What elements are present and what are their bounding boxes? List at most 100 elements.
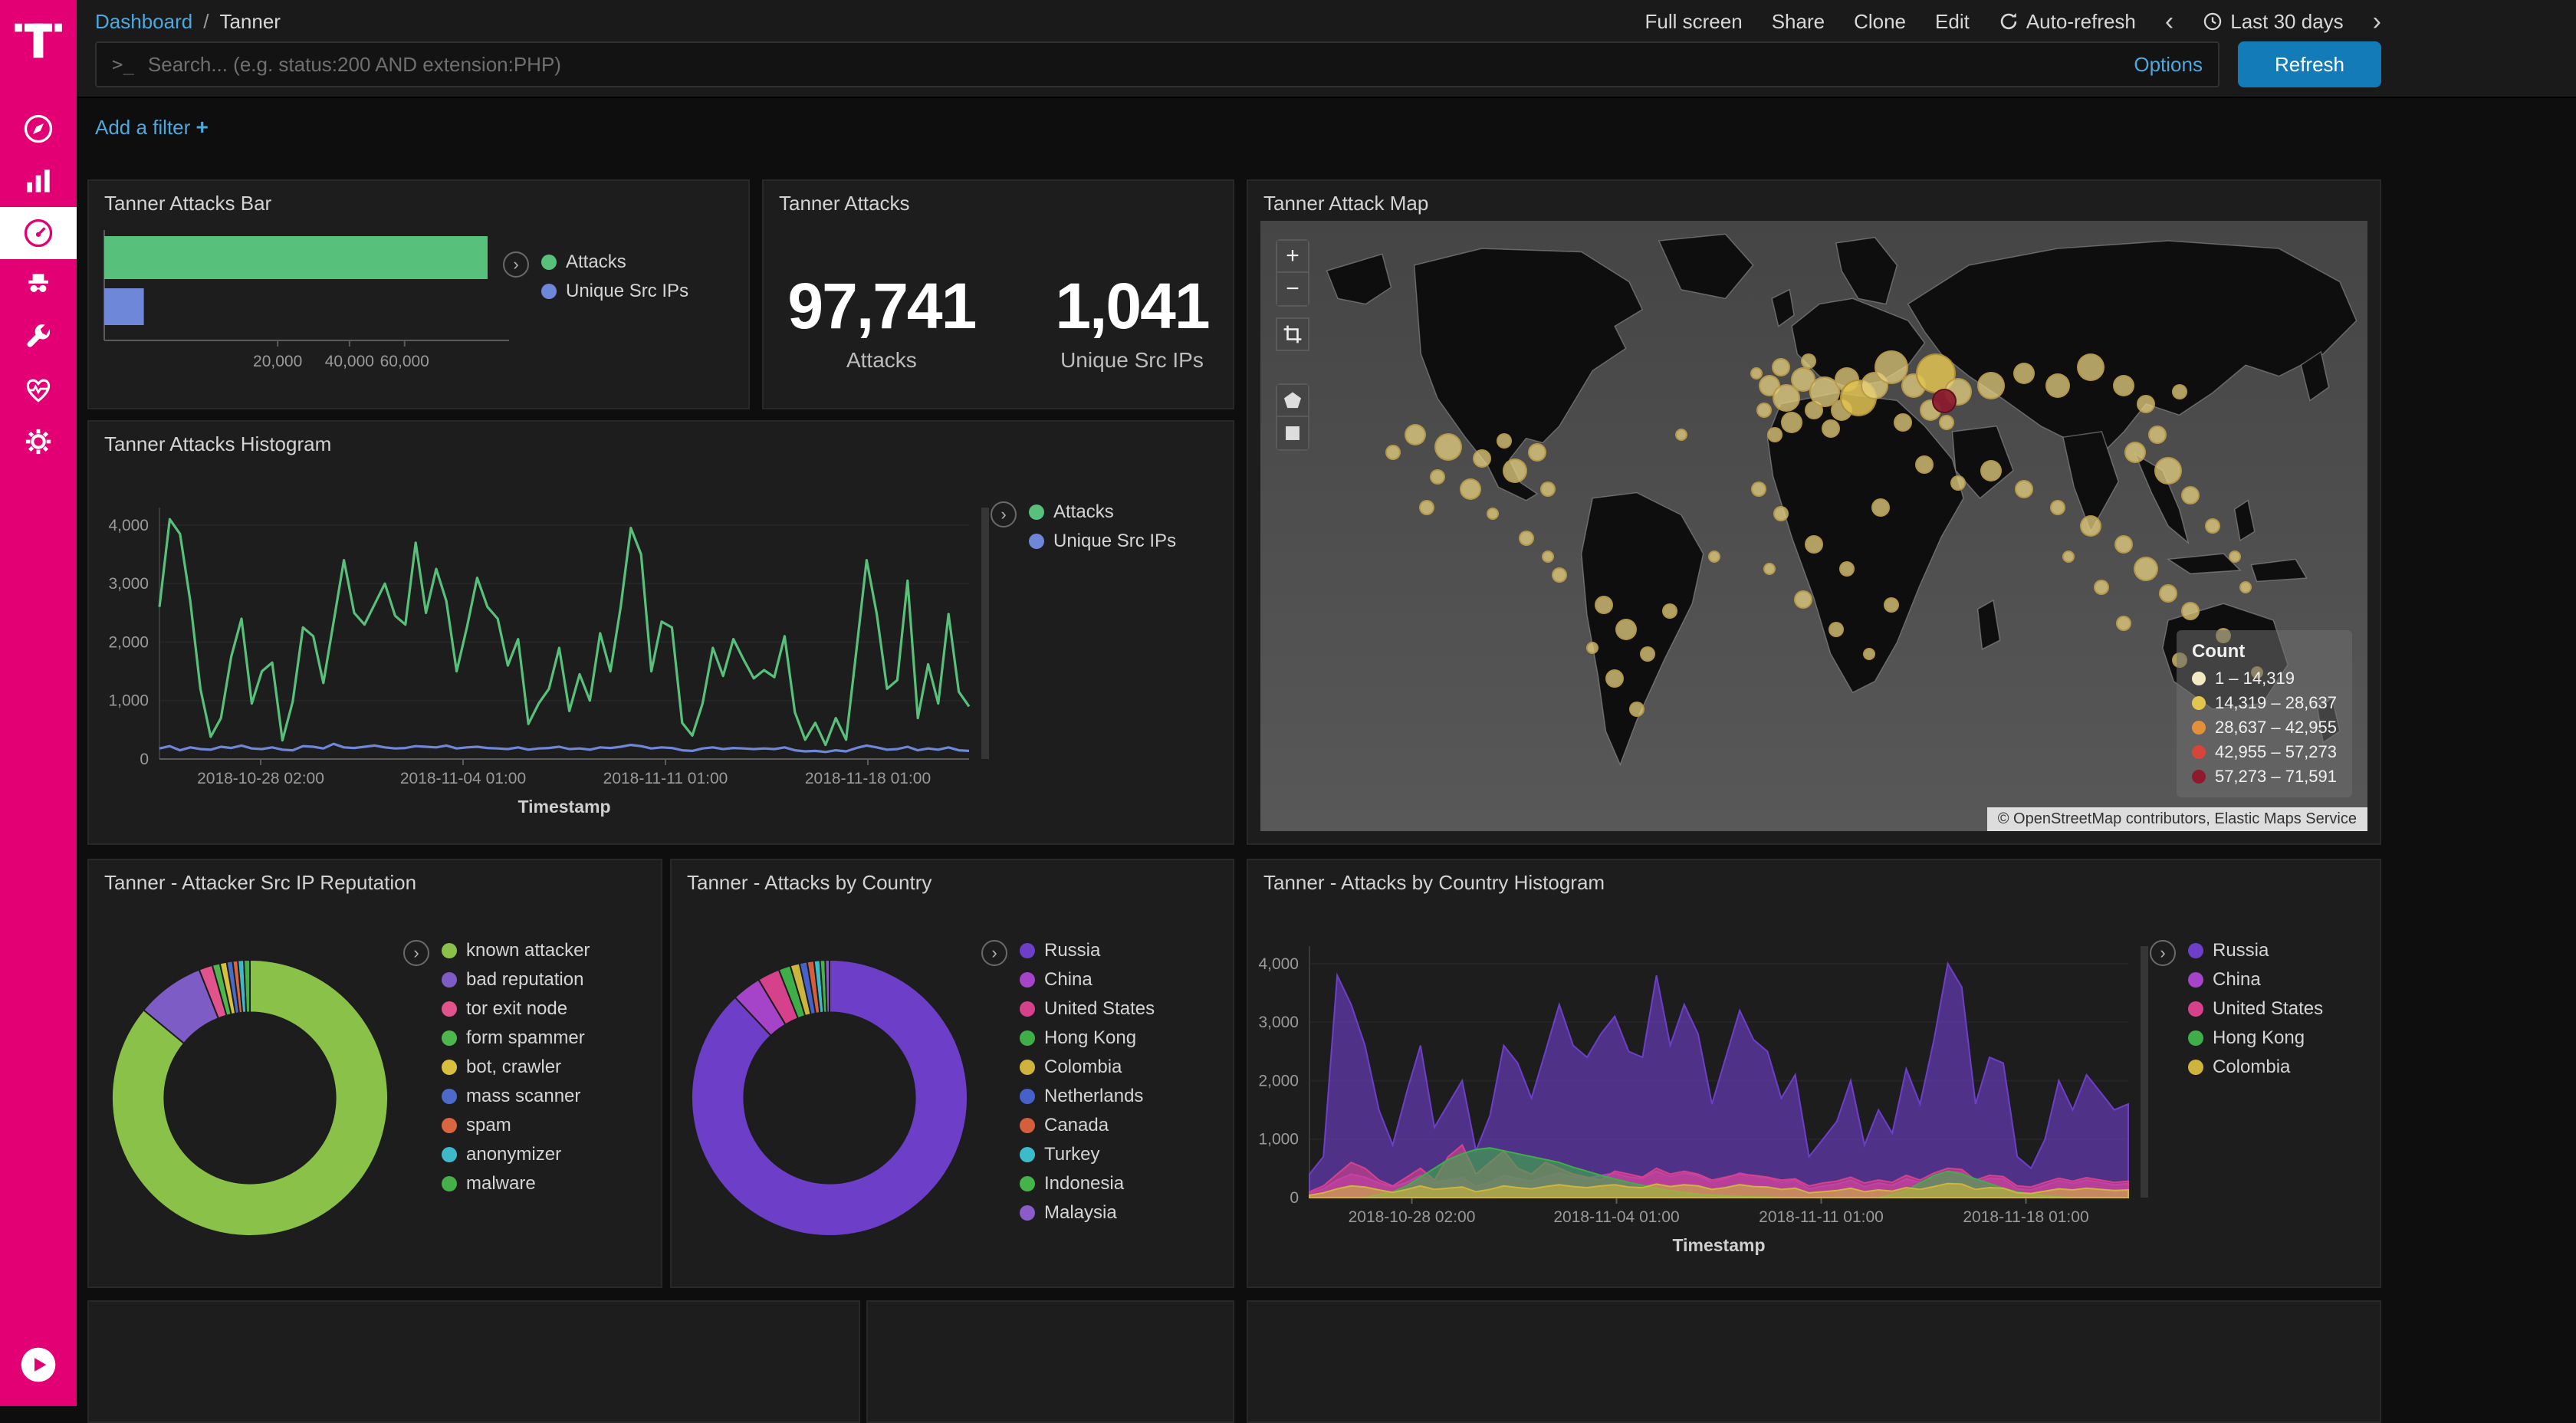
attack-point[interactable] [1640, 646, 1656, 662]
legend-toggle-icon[interactable]: › [503, 251, 529, 278]
legend-item[interactable]: Malaysia [1020, 1202, 1155, 1224]
attack-point[interactable] [1518, 530, 1534, 546]
attack-point[interactable] [1708, 550, 1721, 563]
time-back-button[interactable]: ‹ [2164, 7, 2174, 36]
attack-point[interactable] [1800, 353, 1816, 370]
add-filter-link[interactable]: Add a filter + [95, 115, 209, 139]
attack-point[interactable] [1932, 388, 1957, 413]
nav-action-button[interactable]: Share [1771, 9, 1825, 33]
attack-point[interactable] [1586, 642, 1599, 655]
legend-item[interactable]: bot, crawler [442, 1057, 590, 1078]
legend-item[interactable]: known attacker [442, 940, 590, 961]
legend-item[interactable]: Canada [1020, 1115, 1155, 1136]
attack-point[interactable] [1767, 426, 1783, 442]
sidebar-item-management[interactable] [0, 416, 77, 468]
legend-item[interactable]: United States [1020, 998, 1155, 1020]
attack-point[interactable] [2049, 500, 2065, 516]
attack-map[interactable]: + − Count [1260, 221, 2367, 831]
attack-point[interactable] [1405, 423, 1427, 445]
attack-point[interactable] [1496, 432, 1512, 449]
attack-point[interactable] [2045, 373, 2070, 398]
attack-point[interactable] [1460, 478, 1482, 501]
legend-item[interactable]: tor exit node [442, 998, 590, 1020]
legend-toggle-icon[interactable]: › [991, 501, 1017, 527]
attack-point[interactable] [1540, 481, 1556, 498]
attack-point[interactable] [1430, 469, 1446, 485]
attacks-bar-chart[interactable]: 20,000 40,000 60,000 [89, 221, 521, 405]
attack-point[interactable] [1773, 506, 1789, 522]
attack-point[interactable] [1771, 358, 1790, 377]
nav-action-button[interactable]: Edit [1935, 9, 1970, 33]
attack-point[interactable] [1839, 560, 1855, 577]
legend-item[interactable]: Colombia [2188, 1057, 2323, 1078]
legend-item[interactable]: Unique Src IPs [541, 281, 688, 302]
legend-toggle-icon[interactable]: › [403, 940, 429, 966]
legend-item[interactable]: Colombia [1020, 1057, 1155, 1078]
legend-item[interactable]: malware [442, 1173, 590, 1195]
attack-point[interactable] [1863, 648, 1876, 661]
country-histogram-chart[interactable]: 0 1,000 2,000 3,000 4,000 2018-10-28 02:00 201… [1248, 900, 2168, 1290]
sidebar-item-visualize[interactable] [0, 155, 77, 207]
nav-action-button[interactable]: Full screen [1644, 9, 1743, 33]
attack-point[interactable] [1434, 432, 1463, 461]
attack-point[interactable] [1385, 445, 1401, 461]
legend-item[interactable]: Unique Src IPs [1029, 531, 1176, 552]
legend-item[interactable]: Netherlands [1020, 1086, 1155, 1107]
attack-point[interactable] [2228, 550, 2241, 563]
attack-point[interactable] [2080, 515, 2101, 537]
attack-point[interactable] [1828, 622, 1844, 638]
zoom-out-button[interactable]: − [1276, 273, 1309, 307]
legend-item[interactable]: Indonesia [1020, 1173, 1155, 1195]
time-forward-button[interactable]: › [2372, 7, 2381, 36]
attack-point[interactable] [1542, 550, 1555, 563]
breadcrumb-dashboard[interactable]: Dashboard [95, 9, 193, 33]
legend-item[interactable]: Attacks [1029, 501, 1176, 523]
play-button[interactable] [18, 1345, 58, 1391]
attack-point[interactable] [1418, 500, 1434, 516]
legend-item[interactable]: United States [2188, 998, 2323, 1020]
attack-point[interactable] [1781, 411, 1803, 433]
country-donut-chart[interactable] [684, 952, 975, 1244]
attack-point[interactable] [2015, 480, 2034, 499]
attack-point[interactable] [1487, 508, 1500, 521]
attack-point[interactable] [1756, 402, 1773, 418]
attack-point[interactable] [1750, 367, 1763, 380]
sidebar-item-monitoring[interactable] [0, 363, 77, 416]
attack-point[interactable] [1628, 701, 1644, 717]
attack-point[interactable] [2147, 425, 2167, 444]
legend-item[interactable]: anonymizer [442, 1144, 590, 1165]
attack-point[interactable] [2124, 442, 2146, 464]
legend-item[interactable]: form spammer [442, 1027, 590, 1049]
legend-item[interactable]: bad reputation [442, 969, 590, 991]
legend-item[interactable]: China [2188, 969, 2323, 991]
attack-point[interactable] [1793, 590, 1812, 609]
fit-bounds-button[interactable] [1276, 317, 1309, 351]
attack-point[interactable] [1674, 428, 1687, 441]
attack-point[interactable] [1805, 534, 1823, 554]
time-range-button[interactable]: Last 30 days [2203, 10, 2344, 34]
attack-point[interactable] [2077, 353, 2104, 382]
attack-point[interactable] [1939, 414, 1955, 430]
zoom-in-button[interactable]: + [1276, 239, 1309, 273]
legend-item[interactable]: China [1020, 969, 1155, 991]
nav-action-button[interactable]: Clone [1854, 9, 1907, 33]
attack-point[interactable] [1503, 458, 1528, 484]
sidebar-item-devtools[interactable] [0, 311, 77, 363]
attack-point[interactable] [1472, 449, 1491, 468]
options-link[interactable]: Options [2134, 52, 2203, 76]
attack-point[interactable] [2137, 394, 2156, 413]
attack-point[interactable] [2154, 457, 2183, 485]
legend-item[interactable]: mass scanner [442, 1086, 590, 1107]
attack-point[interactable] [2062, 550, 2075, 563]
attack-point[interactable] [1594, 596, 1613, 615]
attack-point[interactable] [2113, 374, 2135, 396]
attack-point[interactable] [2159, 583, 2178, 603]
attack-point[interactable] [2094, 579, 2110, 595]
attack-point[interactable] [2180, 486, 2200, 505]
attack-point[interactable] [1662, 603, 1678, 619]
legend-item[interactable]: spam [442, 1115, 590, 1136]
attack-point[interactable] [2204, 518, 2220, 534]
legend-item[interactable]: Russia [1020, 940, 1155, 961]
attack-point[interactable] [1763, 562, 1776, 575]
attack-point[interactable] [1551, 567, 1567, 583]
